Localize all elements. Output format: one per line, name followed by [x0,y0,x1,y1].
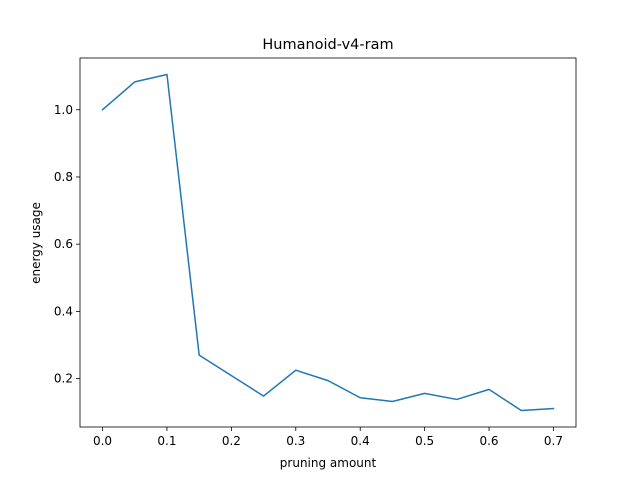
x-tick-label: 0.4 [351,434,370,448]
x-tick-label: 0.3 [286,434,305,448]
x-tick-label: 0.7 [544,434,563,448]
axes-frame [79,57,577,428]
x-axis-label: pruning amount [280,456,377,470]
y-tick-label: 1.0 [54,103,73,117]
series-line-0 [101,73,555,412]
x-tick-label: 0.5 [415,434,434,448]
y-tick-label: 0.8 [54,170,73,184]
y-axis-label: energy usage [29,202,43,284]
x-tick-label: 0.6 [479,434,498,448]
x-tick-label: 0.0 [93,434,112,448]
plot-area: 0.0 0.1 0.2 0.3 0.4 0.5 0.6 0.7 0.2 0.4 0.6 0.8 1.0 [54,57,577,448]
x-tick-label: 0.1 [157,434,176,448]
y-tick-label: 0.6 [54,237,73,251]
chart-title: Humanoid-v4-ram [262,37,393,53]
y-tick-label: 0.4 [54,304,73,318]
y-tick-label: 0.2 [54,372,73,386]
x-tick-label: 0.2 [222,434,241,448]
